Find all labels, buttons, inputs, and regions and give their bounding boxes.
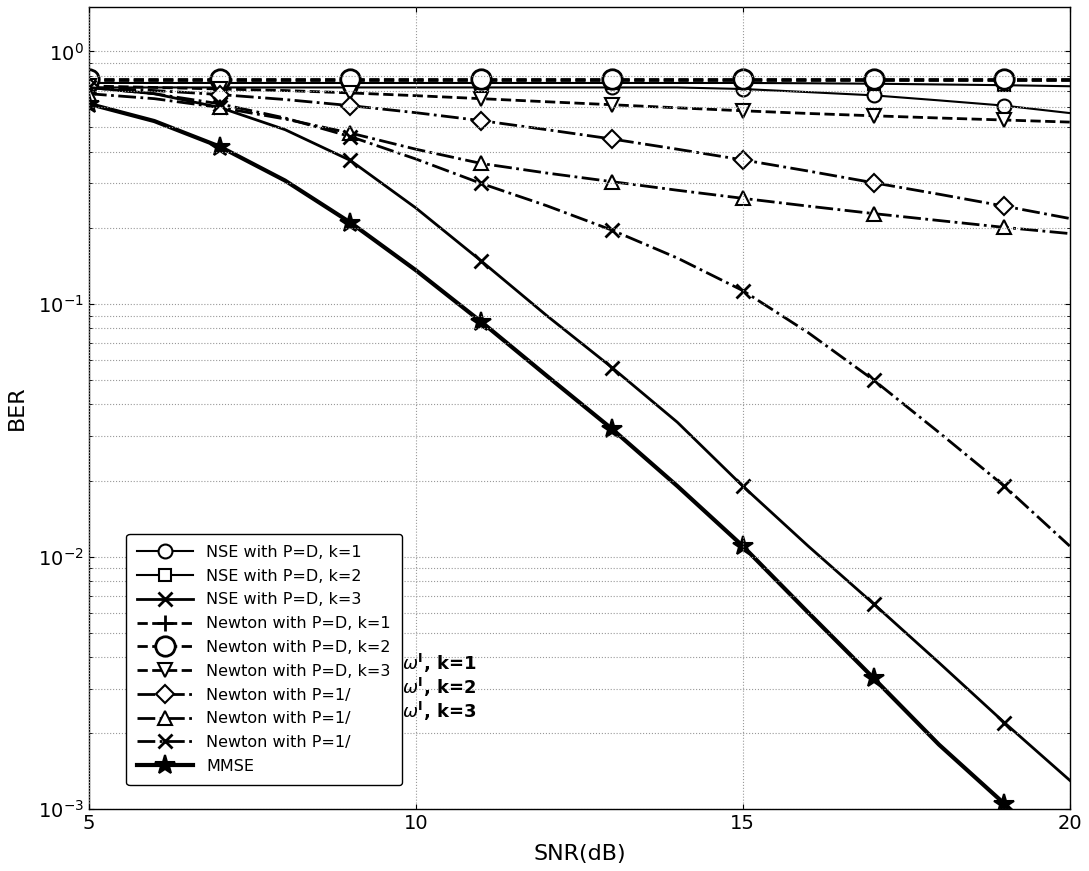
- Y-axis label: BER: BER: [7, 386, 27, 430]
- Legend: NSE with P=D, k=1, NSE with P=D, k=2, NSE with P=D, k=3, Newton with P=D, k=1, N: NSE with P=D, k=1, NSE with P=D, k=2, NS…: [126, 534, 402, 785]
- Text: $\omega^{\mathbf{I}}$, k=1: $\omega^{\mathbf{I}}$, k=1: [402, 652, 476, 675]
- Text: $\omega^{\mathbf{I}}$, k=3: $\omega^{\mathbf{I}}$, k=3: [402, 699, 476, 723]
- Text: $\omega^{\mathbf{I}}$, k=2: $\omega^{\mathbf{I}}$, k=2: [402, 676, 476, 699]
- X-axis label: SNR(dB): SNR(dB): [533, 844, 626, 864]
